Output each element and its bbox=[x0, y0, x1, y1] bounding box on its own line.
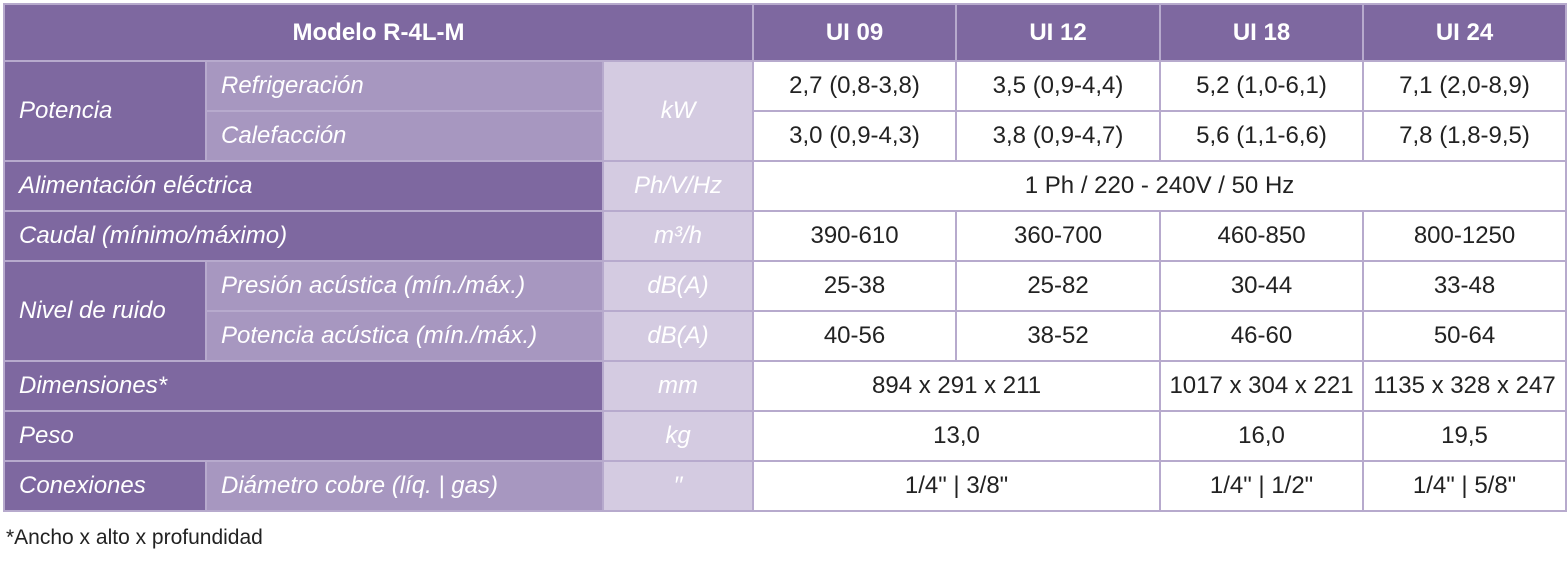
row: Nivel de ruido Presión acústica (mín./má… bbox=[3, 260, 1567, 362]
value: 1/4" | 5/8" bbox=[1362, 460, 1567, 512]
value: 2,7 (0,8-3,8) bbox=[752, 60, 958, 112]
value: 5,6 (1,1-6,6) bbox=[1159, 110, 1365, 162]
unit: kW bbox=[601, 60, 755, 162]
value: 33-48 bbox=[1362, 260, 1567, 312]
value: 1/4" | 3/8" bbox=[752, 460, 1162, 512]
label: Diámetro cobre (líq. | gas) bbox=[205, 460, 604, 512]
row: Potencia Refrigeración kW 2,7 (0,8-3,8) … bbox=[3, 60, 1567, 162]
group: Alimentación eléctrica bbox=[3, 160, 604, 212]
value: 46-60 bbox=[1159, 310, 1365, 362]
group: Potencia bbox=[3, 60, 207, 162]
unit: mm bbox=[601, 360, 755, 412]
value: 25-38 bbox=[752, 260, 958, 312]
table-title: Modelo R-4L-M bbox=[2, 3, 755, 62]
group: Caudal (mínimo/máximo) bbox=[3, 210, 604, 262]
row: Caudal (mínimo/máximo) m³/h 390-610 360-… bbox=[3, 210, 1567, 262]
unit: kg bbox=[601, 410, 755, 462]
unit: ′′ bbox=[601, 460, 755, 512]
unit: Ph/V/Hz bbox=[601, 160, 755, 212]
unit: m³/h bbox=[601, 210, 755, 262]
unit: dB(A) bbox=[601, 310, 755, 362]
model: UI 24 bbox=[1362, 3, 1567, 62]
spec-table: Modelo R-4L-M UI 09 UI 12 UI 18 UI 24 Po… bbox=[2, 3, 1567, 512]
header-row: Modelo R-4L-M UI 09 UI 12 UI 18 UI 24 bbox=[2, 3, 1567, 62]
value: 38-52 bbox=[955, 310, 1162, 362]
label: Refrigeración bbox=[205, 60, 604, 112]
label: Potencia acústica (mín./máx.) bbox=[205, 310, 604, 362]
value: 1 Ph / 220 - 240V / 50 Hz bbox=[752, 160, 1567, 212]
value: 390-610 bbox=[752, 210, 958, 262]
label: Presión acústica (mín./máx.) bbox=[205, 260, 604, 312]
row: Peso kg 13,0 16,0 19,5 bbox=[3, 410, 1567, 462]
value: 360-700 bbox=[955, 210, 1162, 262]
value: 16,0 bbox=[1159, 410, 1365, 462]
model: UI 09 bbox=[752, 3, 958, 62]
value: 3,8 (0,9-4,7) bbox=[955, 110, 1162, 162]
value: 7,1 (2,0-8,9) bbox=[1362, 60, 1567, 112]
label: Calefacción bbox=[205, 110, 604, 162]
group: Nivel de ruido bbox=[3, 260, 207, 362]
value: 1/4" | 1/2" bbox=[1159, 460, 1365, 512]
row: Calefacción 3,0 (0,9-4,3) 3,8 (0,9-4,7) … bbox=[4, 110, 1567, 162]
value: 894 x 291 x 211 bbox=[752, 360, 1162, 412]
row: Dimensiones* mm 894 x 291 x 211 1017 x 3… bbox=[3, 360, 1567, 412]
model: UI 12 bbox=[955, 3, 1162, 62]
value: 50-64 bbox=[1362, 310, 1567, 362]
value: 25-82 bbox=[955, 260, 1162, 312]
value: 1135 x 328 x 247 bbox=[1362, 360, 1567, 412]
value: 40-56 bbox=[752, 310, 958, 362]
group: Conexiones bbox=[3, 460, 207, 512]
value: 19,5 bbox=[1362, 410, 1567, 462]
model: UI 18 bbox=[1159, 3, 1365, 62]
value: 5,2 (1,0-6,1) bbox=[1159, 60, 1365, 112]
group: Peso bbox=[3, 410, 604, 462]
row: Conexiones Diámetro cobre (líq. | gas) ′… bbox=[3, 460, 1567, 512]
value: 460-850 bbox=[1159, 210, 1365, 262]
row: Potencia acústica (mín./máx.) dB(A) 40-5… bbox=[4, 310, 1567, 362]
group: Dimensiones* bbox=[3, 360, 604, 412]
row: Alimentación eléctrica Ph/V/Hz 1 Ph / 22… bbox=[3, 160, 1567, 212]
value: 30-44 bbox=[1159, 260, 1365, 312]
value: 7,8 (1,8-9,5) bbox=[1362, 110, 1567, 162]
value: 1017 x 304 x 221 bbox=[1159, 360, 1365, 412]
value: 800-1250 bbox=[1362, 210, 1567, 262]
value: 13,0 bbox=[752, 410, 1162, 462]
value: 3,0 (0,9-4,3) bbox=[752, 110, 958, 162]
value: 3,5 (0,9-4,4) bbox=[955, 60, 1162, 112]
footnote: *Ancho x alto x profundidad bbox=[6, 526, 263, 549]
unit: dB(A) bbox=[601, 260, 755, 312]
